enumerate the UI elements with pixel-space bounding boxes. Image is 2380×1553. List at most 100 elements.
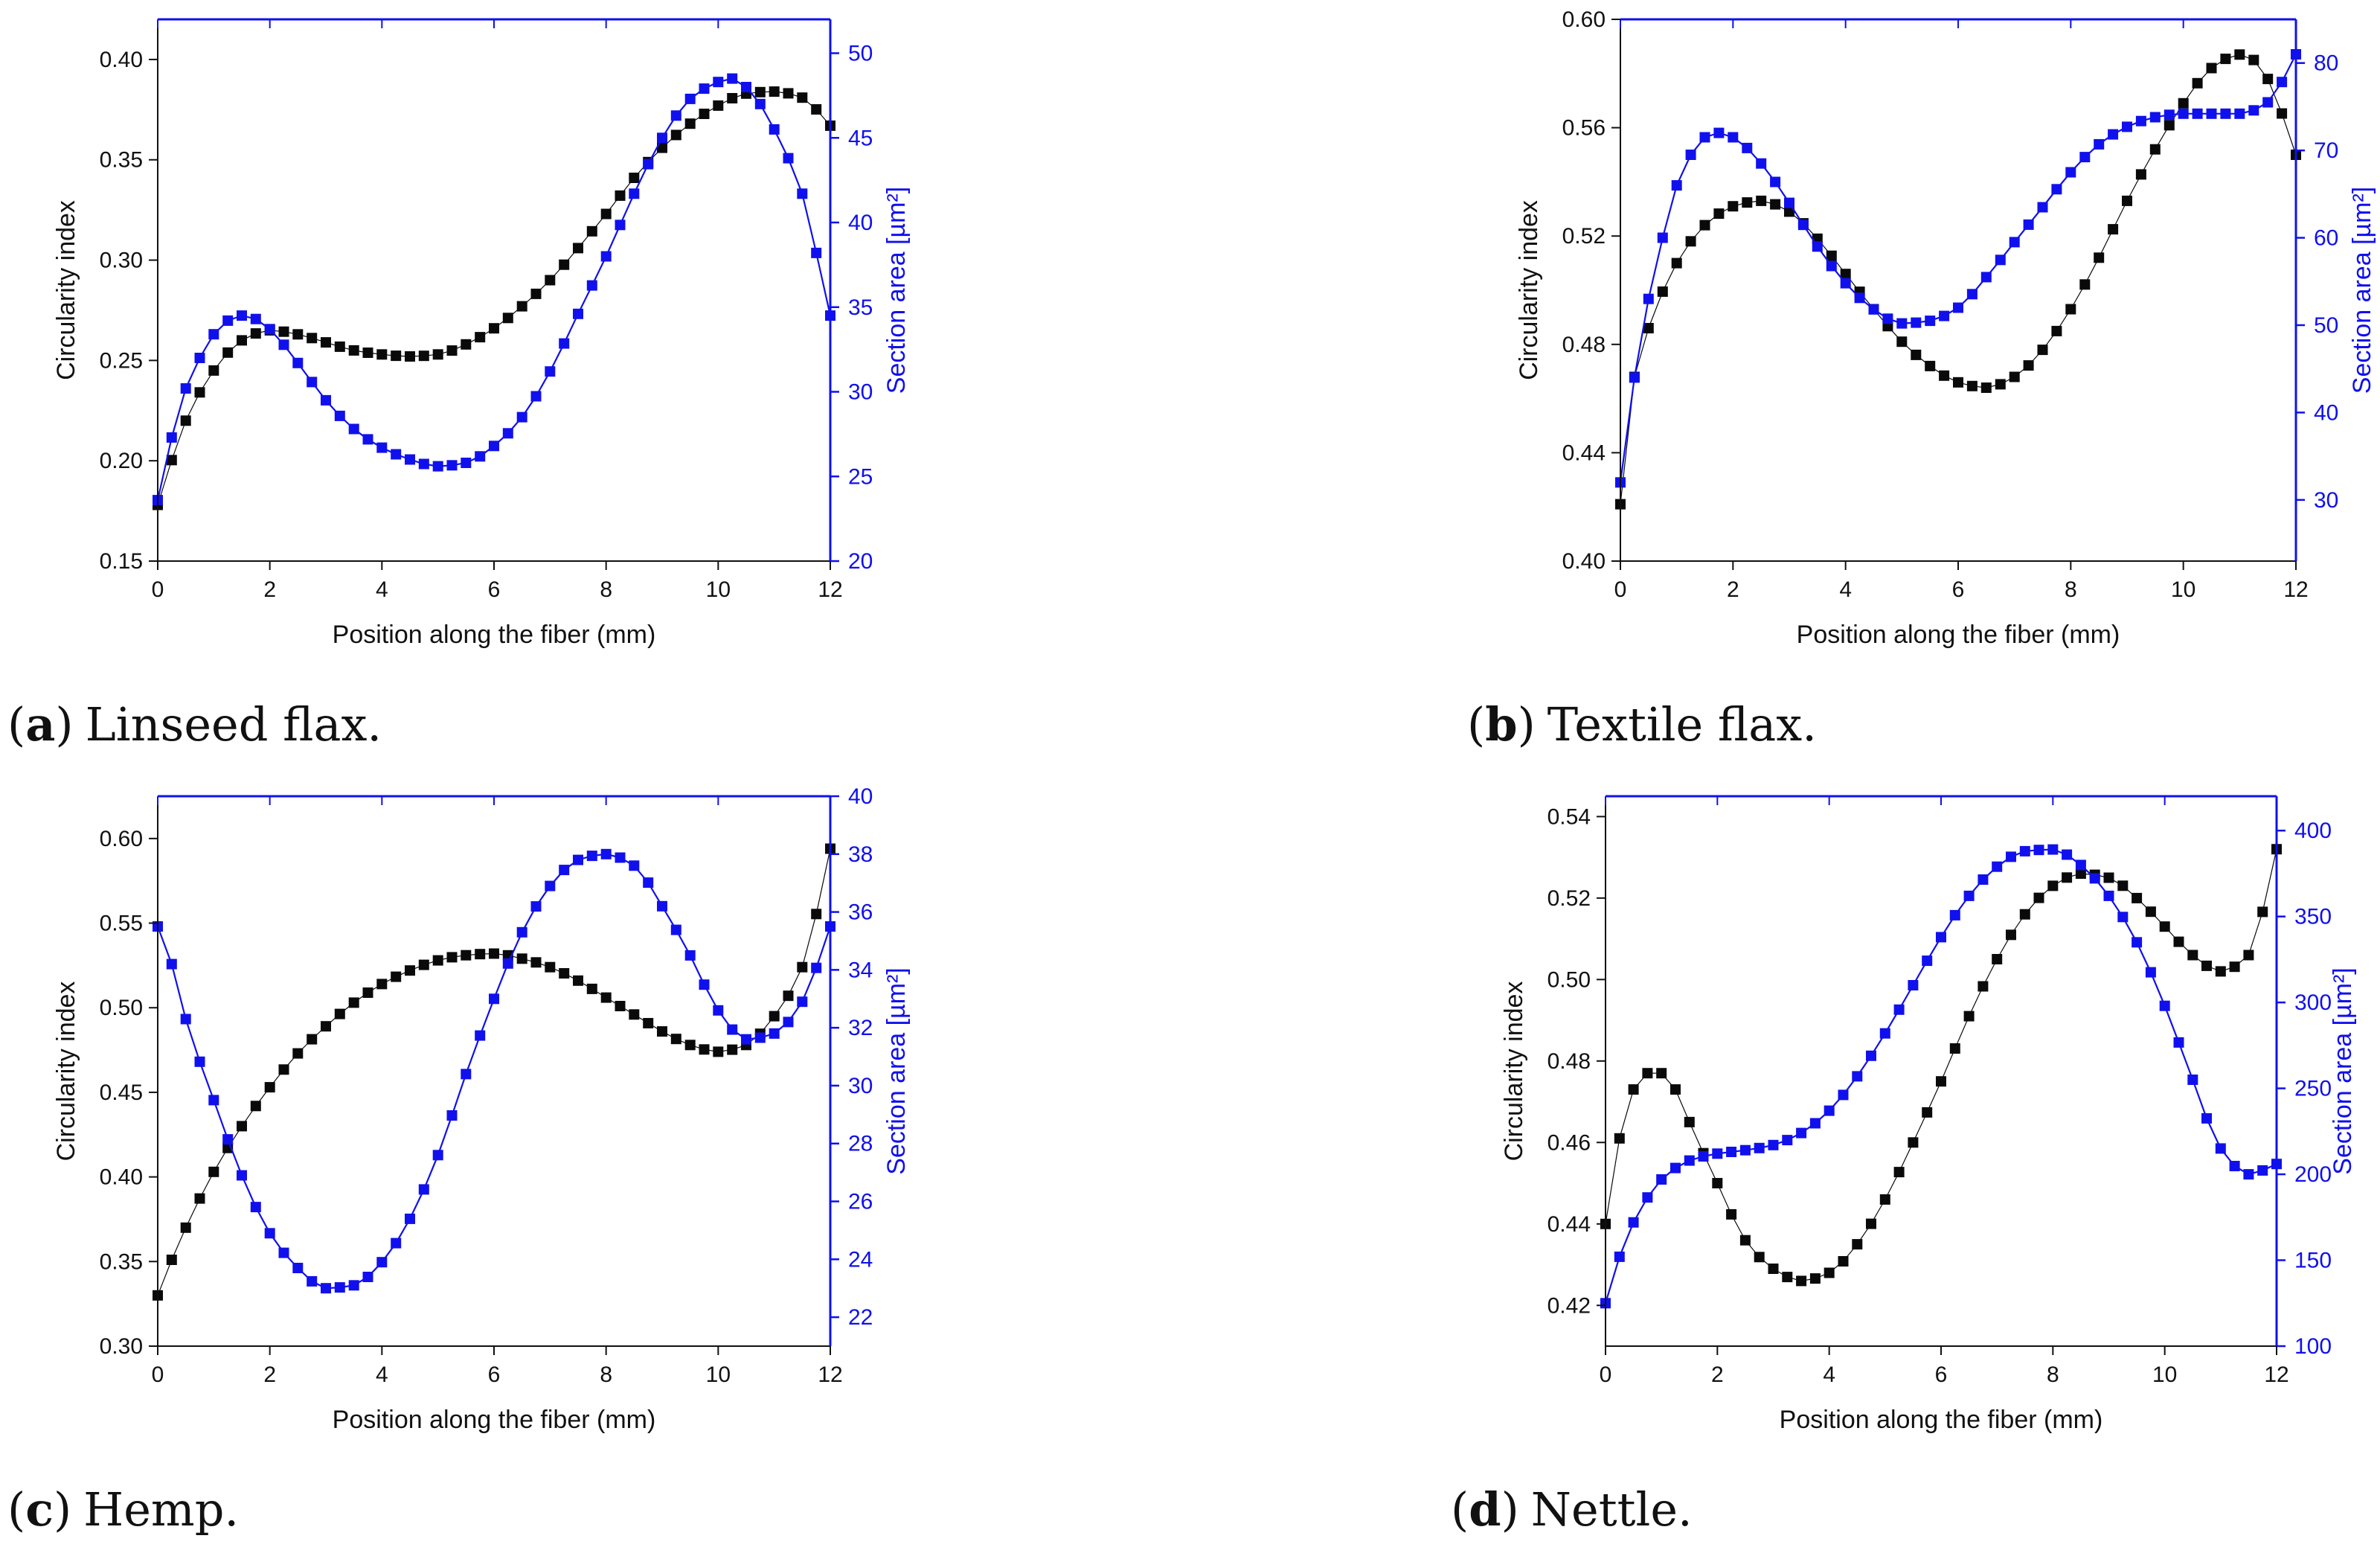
panel-c-y-tick-label: 0.40 [100, 1165, 143, 1190]
panel-a-data-point [573, 243, 583, 254]
panel-c-data-point [264, 1082, 275, 1093]
panel-b-data-point [1770, 199, 1781, 210]
panel-c-data-point [250, 1101, 261, 1112]
panel-b-data-point [1854, 292, 1865, 304]
panel-d-y2-tick-label: 300 [2294, 990, 2332, 1015]
panel-c-data-point [362, 1272, 373, 1282]
panel-b-data-point [1756, 195, 1767, 206]
panel-d-y2-tick-label: 400 [2294, 819, 2332, 843]
panel-a-data-point [418, 350, 429, 362]
panel-b-y-tick-label: 0.48 [1562, 333, 1606, 357]
panel-c-data-point [713, 1046, 724, 1057]
panel-a-data-point [502, 313, 513, 324]
panel-d-data-point [2145, 906, 2156, 918]
panel-d-data-point [2047, 844, 2059, 855]
panel-d-data-point [1670, 1084, 1681, 1095]
panel-c-data-point [376, 1257, 388, 1268]
panel-d-data-point [1628, 1084, 1639, 1095]
panel-d-data-point [1782, 1135, 1793, 1146]
panel-d-y-tick-label: 0.46 [1547, 1130, 1591, 1155]
panel-a-y2-axis-label: Section area [µm²] [882, 187, 911, 394]
panel-a-y2-tick-label: 40 [848, 211, 873, 235]
panel-b-data-point [2094, 138, 2105, 150]
panel-b-series-area [1615, 49, 2301, 488]
panel-d-data-point [1796, 1275, 1807, 1287]
panel-c-y2-tick-label: 28 [848, 1132, 873, 1156]
panel-c-data-point [208, 1095, 219, 1106]
panel-c-series-line [157, 848, 831, 1296]
panel-d-data-point [2187, 1075, 2198, 1085]
panel-d-data-point [1670, 1162, 1681, 1173]
panel-b-data-point [2037, 202, 2048, 213]
panel-c-data-point [180, 1222, 191, 1233]
panel-d-data-point [2173, 936, 2184, 947]
panel-b-data-point [2065, 167, 2076, 178]
panel-c-x-tick-label: 6 [488, 1363, 501, 1387]
panel-d-y2-tick-label: 200 [2294, 1162, 2332, 1187]
panel-d-data-point [1726, 1147, 1737, 1157]
panel-b-y-tick-label: 0.60 [1562, 7, 1606, 32]
panel-a-data-point [727, 93, 738, 103]
panel-c-data-point [545, 880, 556, 891]
panel-b-data-point [1797, 220, 1809, 231]
panel-b-data-point [1980, 382, 1992, 393]
panel-a-data-point [475, 332, 486, 343]
panel-a-data-point [530, 391, 542, 402]
panel-c-y2-tick-label: 24 [848, 1247, 873, 1272]
panel-a-data-point [573, 308, 583, 319]
panel-d-data-point [1949, 909, 1960, 920]
panel-c-x-tick-label: 0 [152, 1363, 164, 1387]
panel-c-data-point [684, 1040, 696, 1051]
panel-c-data-point [222, 1134, 234, 1145]
panel-d-data-point [2173, 1037, 2184, 1048]
panel-d-data-point [1908, 980, 1919, 990]
panel-c-data-point [237, 1121, 247, 1132]
panel-d-y-tick-label: 0.42 [1547, 1293, 1591, 1318]
panel-c-plot: 0 2 4 6 8 10 120.300.350.400.450.500.550.60222… [52, 784, 911, 1434]
panel-a-y-tick-label: 0.15 [100, 549, 143, 574]
panel-c-data-point [783, 1016, 794, 1028]
panel-a-data-point [376, 349, 388, 360]
panel-d-data-point [1614, 1133, 1625, 1144]
panel-d-data-point [1642, 1192, 1653, 1203]
panel-d-data-point [1838, 1089, 1849, 1101]
panel-a-data-point [615, 220, 626, 231]
panel-a-series-line [156, 77, 832, 501]
panel-d-data-point [1824, 1267, 1835, 1278]
panel-b-data-point [2079, 152, 2091, 163]
panel-c-data-point [292, 1263, 304, 1273]
panel-c-data-point [754, 1032, 766, 1043]
panel-a-data-point [166, 455, 177, 466]
panel-b-y2-tick-label: 30 [2314, 488, 2338, 513]
panel-d-data-point [1739, 1235, 1751, 1246]
panel-d-x-tick-label: 8 [2047, 1363, 2059, 1387]
panel-c-y2-tick-label: 22 [848, 1305, 873, 1330]
panel-b-data-point [1742, 197, 1753, 208]
panel-c-caption: (c) Hemp. [7, 1482, 239, 1537]
panel-a: 0 2 4 6 8 10 12 0.15 0.20 0.25 0.30 0.35 0.40 20 25 30 3… [7, 18, 911, 752]
panel-c-data-point [194, 1056, 205, 1067]
panel-c-data-point [166, 1255, 177, 1265]
panel-d-y2-tick-label: 250 [2294, 1077, 2332, 1101]
panel-c-caption-letter: c [25, 1482, 54, 1537]
panel-d-data-point [2103, 872, 2114, 883]
panel-b-data-point [1939, 370, 1950, 381]
panel-c-data-point [362, 987, 373, 998]
panel-b-data-point [1643, 323, 1654, 333]
panel-c-data-point [475, 949, 486, 960]
panel-a-data-point [461, 339, 472, 350]
panel-c-y2-tick-label: 40 [848, 784, 873, 809]
panel-a-data-point [446, 345, 458, 356]
panel-c-y-tick-label: 0.35 [100, 1249, 143, 1274]
panel-c-data-point [629, 860, 640, 871]
panel-d-plot: 0 2 4 6 8 10 12 0.42 0.44 0.46 0.48 0.50 0.52 0.54 100… [1500, 795, 2357, 1434]
panel-a-data-point [530, 288, 542, 299]
panel-d-caption-open: ( [1451, 1482, 1469, 1537]
panel-b-data-point [1699, 132, 1710, 143]
panel-d-data-point [2229, 961, 2240, 973]
panel-a-data-point [278, 326, 289, 337]
panel-d-series-area [1600, 844, 2282, 1309]
panel-b-caption: (b) Textile flax. [1467, 697, 1817, 752]
panel-b-data-point [1826, 250, 1837, 261]
